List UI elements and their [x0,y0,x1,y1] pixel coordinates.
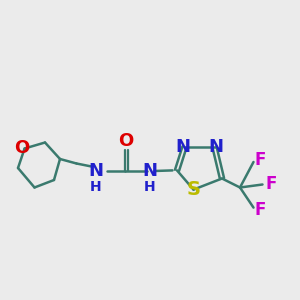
Text: F: F [255,151,266,169]
Text: H: H [144,180,156,194]
Text: N: N [88,162,103,180]
Text: S: S [187,180,200,199]
Text: O: O [118,132,134,150]
Text: N: N [176,138,190,156]
Text: F: F [266,175,277,193]
Text: F: F [255,201,266,219]
Text: O: O [14,139,29,157]
Text: N: N [142,162,158,180]
Text: N: N [208,138,224,156]
Text: H: H [90,180,101,194]
